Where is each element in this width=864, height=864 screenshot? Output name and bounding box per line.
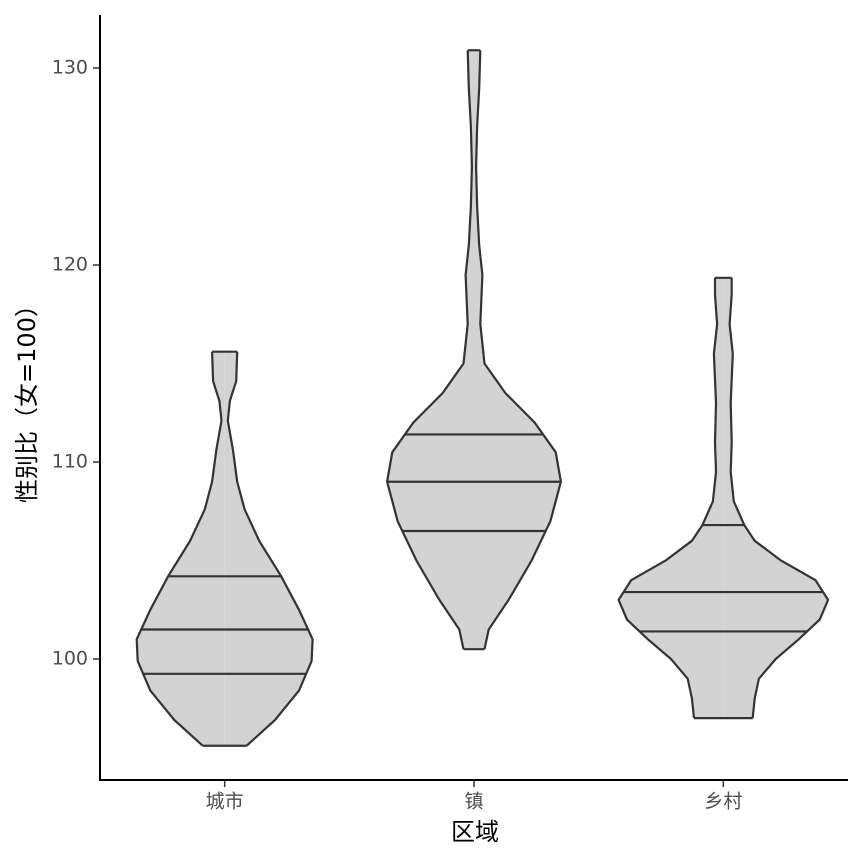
violin-outline <box>226 351 314 747</box>
violin-fill <box>474 50 561 650</box>
y-tick-label: 120 <box>52 254 88 276</box>
violin-outline <box>617 277 719 719</box>
y-tick-label: 100 <box>52 648 88 670</box>
violin-fill <box>723 277 829 719</box>
x-tick-label: 镇 <box>464 791 483 813</box>
violin-outline <box>728 277 830 719</box>
x-tick-label: 城市 <box>206 791 244 813</box>
x-axis-label: 区域 <box>451 818 499 846</box>
y-tick-label: 130 <box>52 56 88 78</box>
violin-outline <box>474 50 563 650</box>
x-tick-label: 乡村 <box>704 791 742 813</box>
y-axis-label: 性别比（女=100） <box>13 293 41 503</box>
violin-fill <box>387 50 474 650</box>
y-tick-label: 110 <box>52 451 88 473</box>
violin-fill <box>224 351 313 746</box>
violin-outline <box>135 351 223 747</box>
violin-outline <box>385 50 474 650</box>
violin-fill <box>136 351 225 746</box>
violin-fill <box>618 277 724 719</box>
